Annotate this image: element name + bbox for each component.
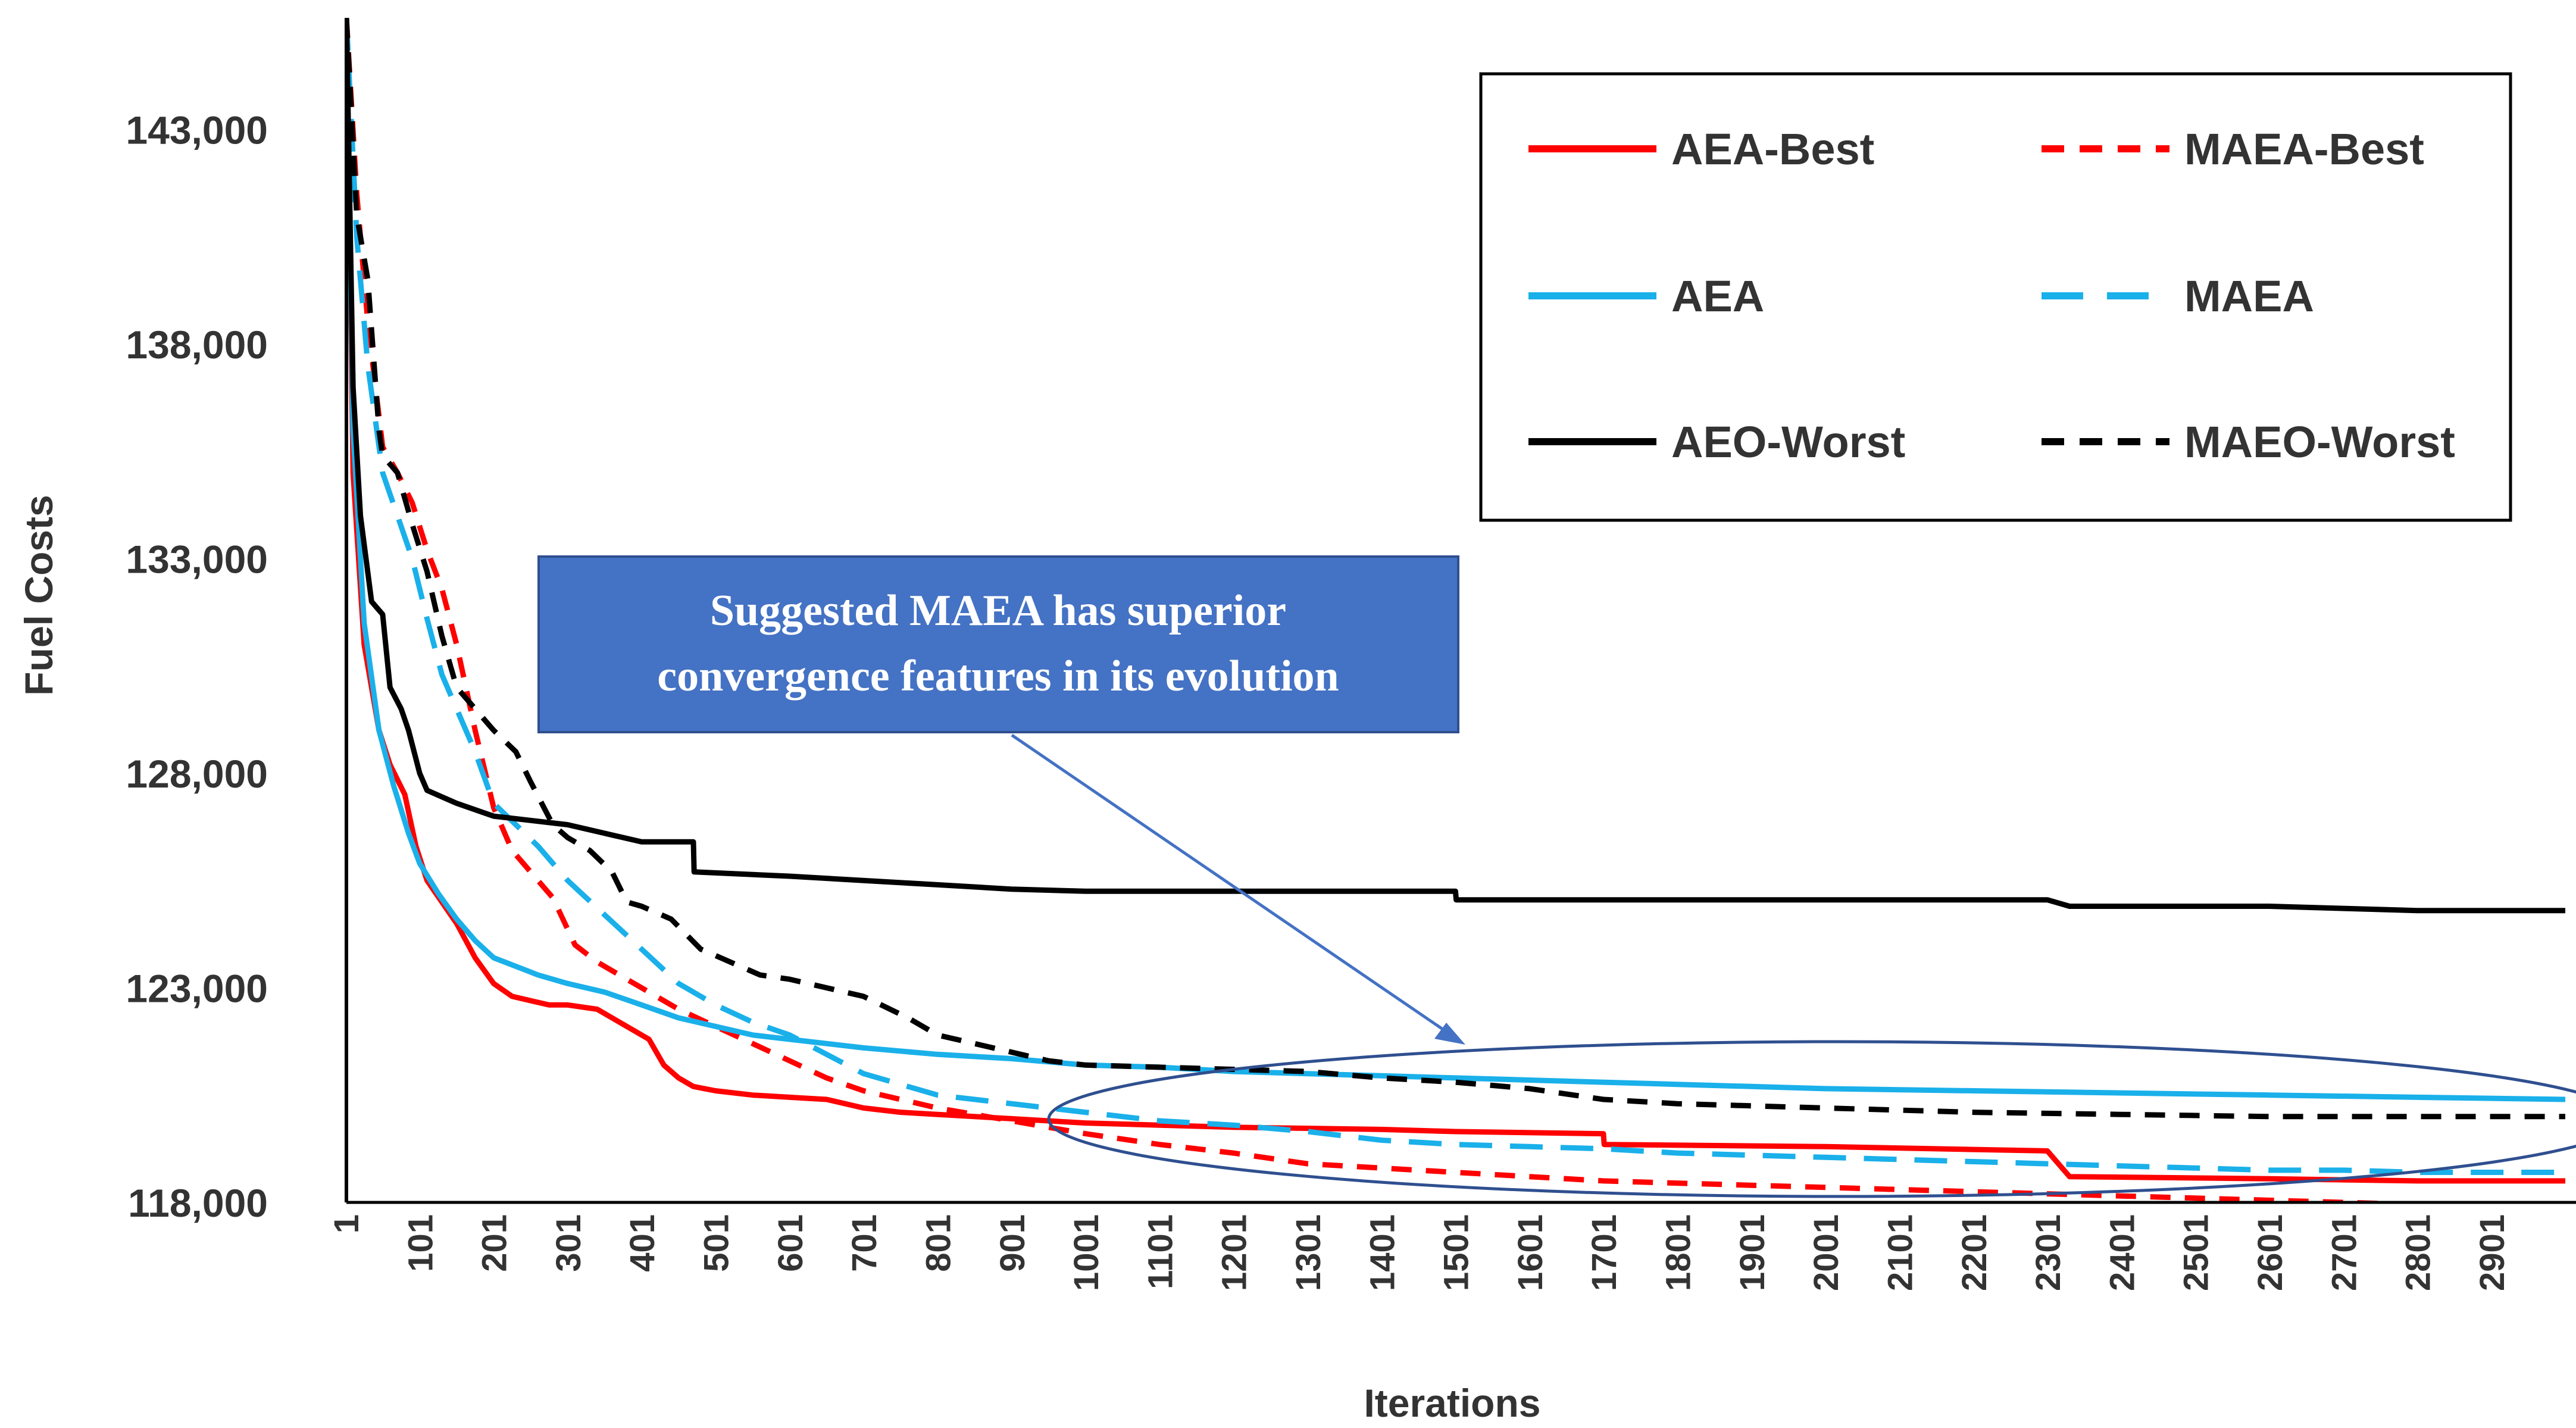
x-tick-label: 201 xyxy=(476,1214,514,1272)
legend-label-maeo-worst: MAEO-Worst xyxy=(2184,417,2455,467)
x-tick-label: 2301 xyxy=(2029,1214,2068,1291)
x-tick-label: 301 xyxy=(549,1214,588,1272)
x-tick-label: 2501 xyxy=(2177,1214,2216,1291)
highlight-ellipse xyxy=(1047,1040,2576,1198)
x-tick-label: 1701 xyxy=(1585,1214,1624,1291)
legend-label-maea-best: MAEA-Best xyxy=(2184,124,2424,174)
y-tick-label: 138,000 xyxy=(126,323,268,367)
legend-label-aeo-worst: AEO-Worst xyxy=(1671,417,1905,467)
x-tick-label: 701 xyxy=(845,1214,884,1272)
x-tick-label: 1901 xyxy=(1733,1214,1772,1291)
series-line-aeo-worst xyxy=(346,18,2565,914)
callout-line-2: convergence features in its evolution xyxy=(657,652,1339,701)
x-tick-label: 1801 xyxy=(1659,1214,1698,1291)
callout-line-1: Suggested MAEA has superior xyxy=(710,586,1286,635)
x-tick-label: 501 xyxy=(698,1214,736,1272)
x-tick-label: 1301 xyxy=(1289,1214,1328,1291)
x-tick-label: 2401 xyxy=(2103,1214,2142,1291)
x-tick-label: 801 xyxy=(920,1214,958,1272)
x-tick-label: 1601 xyxy=(1511,1214,1550,1291)
series-layer xyxy=(346,18,2566,1202)
y-tick-label: 118,000 xyxy=(128,1181,268,1225)
callout-box xyxy=(537,555,1459,733)
x-tick-label: 2601 xyxy=(2251,1214,2290,1291)
x-tick-label: 1101 xyxy=(1141,1214,1180,1289)
x-tick-label: 2001 xyxy=(1807,1214,1846,1291)
x-tick-label: 1201 xyxy=(1215,1214,1254,1291)
series-line-maeo-worst xyxy=(346,18,2565,1120)
legend-label-aea: AEA xyxy=(1671,271,1764,321)
y-tick-label: 133,000 xyxy=(126,538,268,582)
x-tick-label: 1 xyxy=(327,1214,366,1233)
x-tick-label: 1401 xyxy=(1363,1214,1402,1291)
x-tick-label: 2101 xyxy=(1881,1214,1920,1291)
y-tick-labels: 118,000 123,000 128,000 133,000 138,000 143,0… xyxy=(126,108,268,1226)
legend: AEA-Best MAEA-Best AEA MAEA AEO-Worst MAEO-Wo… xyxy=(1479,72,2512,522)
legend-label-maea: MAEA xyxy=(2184,271,2314,321)
y-tick-label: 123,000 xyxy=(126,967,268,1011)
series-line-maea xyxy=(346,18,2565,1175)
x-tick-labels: 1 101 201 301 401 501 601 701 801 901 1001 1101 1201… xyxy=(327,1214,2512,1291)
x-tick-label: 2701 xyxy=(2325,1214,2364,1291)
x-tick-label: 2901 xyxy=(2473,1214,2512,1291)
callout-arrowhead xyxy=(1434,1023,1465,1045)
x-tick-label: 1001 xyxy=(1067,1214,1106,1291)
x-tick-label: 401 xyxy=(623,1214,662,1272)
x-tick-label: 2801 xyxy=(2399,1214,2438,1291)
x-tick-label: 901 xyxy=(993,1214,1032,1272)
x-axis-title: Iterations xyxy=(1364,1381,1540,1425)
x-tick-label: 2201 xyxy=(1955,1214,1994,1291)
x-tick-label: 101 xyxy=(401,1214,440,1272)
legend-label-aea-best: AEA-Best xyxy=(1671,124,1874,174)
x-tick-label: 601 xyxy=(771,1214,810,1272)
y-axis-title: Fuel Costs xyxy=(17,495,61,695)
y-tick-label: 128,000 xyxy=(126,752,268,796)
y-tick-label: 143,000 xyxy=(126,108,268,152)
series-line-aea xyxy=(346,18,2566,1102)
callout-arrow xyxy=(1011,733,1453,1038)
x-tick-label: 1501 xyxy=(1437,1214,1476,1291)
